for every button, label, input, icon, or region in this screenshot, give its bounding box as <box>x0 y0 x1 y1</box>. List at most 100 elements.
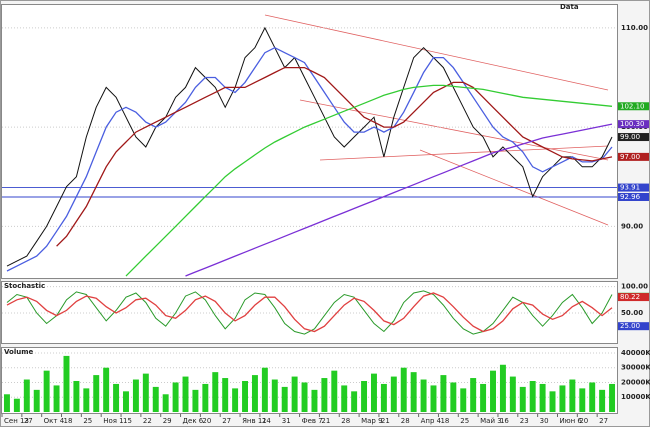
volume-bar <box>499 364 506 412</box>
x-tick-label: Дек 6 <box>183 417 204 425</box>
volume-bar <box>341 385 348 412</box>
volume-bar <box>222 378 229 412</box>
volume-bar <box>579 388 586 412</box>
last-value-tag <box>618 152 649 161</box>
last-value-tag <box>618 133 649 142</box>
volume-bar <box>172 382 179 412</box>
y-tick-label: 10000K <box>621 393 650 401</box>
panel-title: Data <box>560 3 579 11</box>
series-line <box>125 84 613 277</box>
volume-bar <box>142 373 149 412</box>
level-tag <box>618 192 649 201</box>
volume-bar <box>271 379 278 412</box>
x-tick-label: 28 <box>401 417 410 425</box>
last-value-label: 102.10 <box>620 102 645 110</box>
x-tick-label: 23 <box>520 417 529 425</box>
x-tick-label: Май 3 <box>480 417 502 425</box>
volume-bar <box>251 375 258 412</box>
x-tick-label: Окт 4 <box>44 417 65 425</box>
y-tick-label: 30000K <box>621 364 650 372</box>
volume-bar <box>212 372 219 412</box>
x-tick-label: 24 <box>262 417 271 425</box>
channel-line <box>299 99 609 161</box>
volume-bar <box>410 372 417 412</box>
volume-bar <box>3 394 10 412</box>
y-tick-label: 40000K <box>621 349 650 357</box>
volume-bar <box>33 389 40 412</box>
x-tick-label: Фев 7 <box>302 417 323 425</box>
panel-title: Volume <box>4 348 34 356</box>
level-label: 92.96 <box>620 193 641 201</box>
x-tick-label: 21 <box>381 417 390 425</box>
price-panel <box>1 4 618 279</box>
last-value-label: 25.00 <box>620 322 640 330</box>
panel-title: Stochastic <box>4 282 45 290</box>
x-tick-label: 20 <box>202 417 211 425</box>
x-tick-label: 31 <box>282 417 291 425</box>
volume-bar <box>440 375 447 412</box>
volume-bar <box>83 388 90 412</box>
volume-bar <box>361 381 368 412</box>
last-value-label: 99.00 <box>620 133 640 141</box>
x-tick-label: 18 <box>440 417 449 425</box>
last-value-tag <box>618 102 649 111</box>
volume-bar <box>311 389 318 412</box>
volume-bar <box>123 391 129 412</box>
y-tick-label: 100.00 <box>621 283 648 291</box>
x-tick-label: 20 <box>579 417 588 425</box>
y-tick-label: 50.00 <box>621 309 643 317</box>
series-line <box>56 66 613 247</box>
volume-bar <box>589 382 596 412</box>
volume-bar <box>43 370 50 412</box>
volume-bar <box>480 383 487 412</box>
volume-bar <box>529 381 536 412</box>
last-value-label: 100.30 <box>620 120 645 128</box>
x-tick-label: 18 <box>64 417 73 425</box>
volume-bar <box>281 386 288 412</box>
volume-bar <box>261 367 268 412</box>
x-tick-label: 27 <box>24 417 33 425</box>
x-tick-label: 21 <box>321 417 330 425</box>
x-tick-label: 27 <box>599 417 608 425</box>
volume-bar <box>152 386 159 412</box>
y-tick-label: 90.00 <box>621 222 643 230</box>
volume-bar <box>73 381 80 412</box>
volume-bar <box>232 388 239 412</box>
series-line <box>6 292 613 333</box>
x-tick-label: Сен 13 <box>4 417 29 425</box>
volume-bar <box>301 382 308 412</box>
volume-bar <box>53 385 60 412</box>
volume-bar <box>103 367 110 412</box>
channel-line <box>264 14 609 91</box>
volume-bar <box>182 376 189 412</box>
x-tick-label: 22 <box>143 417 152 425</box>
volume-bar <box>331 370 338 412</box>
series-line <box>6 290 613 335</box>
volume-bar <box>460 388 467 412</box>
volume-bar <box>371 373 377 412</box>
last-value-tag <box>618 322 649 331</box>
volume-bar <box>63 355 70 412</box>
volume-bar <box>93 375 100 412</box>
x-tick-label: Янв 11 <box>242 417 267 425</box>
x-tick-label: Июн 6 <box>559 417 582 425</box>
volume-bar <box>202 383 209 412</box>
level-tag <box>618 183 649 192</box>
volume-bar <box>559 385 566 412</box>
volume-bar <box>509 376 516 412</box>
volume-bar <box>450 382 457 412</box>
volume-bar <box>390 376 397 412</box>
volume-bar <box>380 383 387 412</box>
volume-bar <box>113 383 120 412</box>
last-value-tag <box>618 293 649 302</box>
x-tick-label: 28 <box>341 417 350 425</box>
volume-bar <box>539 383 546 412</box>
x-tick-label: 30 <box>540 417 549 425</box>
volume-bar <box>609 383 616 412</box>
x-tick-label: 16 <box>500 417 509 425</box>
volume-bar <box>132 379 139 412</box>
x-tick-label: 15 <box>123 417 132 425</box>
volume-bar <box>519 386 526 412</box>
